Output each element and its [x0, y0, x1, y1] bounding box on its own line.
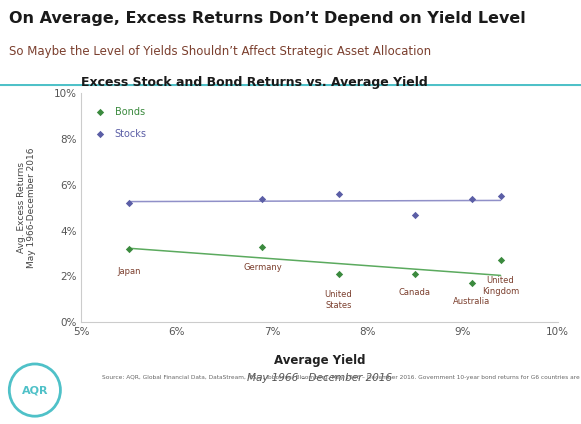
Point [334, 191, 343, 198]
Text: Source: AQR, Global Financial Data, DataStream, MSCI, Ibbotson, Bloomberg. May 1: Source: AQR, Global Financial Data, Data… [102, 375, 581, 380]
Text: Canada: Canada [399, 288, 431, 297]
Point [467, 280, 476, 287]
Text: United
States: United States [325, 290, 353, 310]
Point [467, 195, 476, 202]
Text: On Average, Excess Returns Don’t Depend on Yield Level: On Average, Excess Returns Don’t Depend … [9, 11, 525, 25]
Point [258, 243, 267, 250]
Point [124, 245, 134, 252]
Point [496, 257, 505, 264]
Text: So Maybe the Level of Yields Shouldn’t Affect Strategic Asset Allocation: So Maybe the Level of Yields Shouldn’t A… [9, 45, 431, 58]
Point [258, 195, 267, 202]
Text: Bonds: Bonds [114, 106, 145, 117]
Point [334, 271, 343, 278]
Text: AQR: AQR [21, 385, 48, 395]
Text: Stocks: Stocks [114, 129, 146, 139]
Text: United
Kingdom: United Kingdom [482, 276, 519, 296]
Point [96, 108, 105, 115]
Text: Excess Stock and Bond Returns vs. Average Yield: Excess Stock and Bond Returns vs. Averag… [81, 76, 428, 89]
Text: Japan: Japan [117, 267, 141, 276]
Point [410, 271, 419, 278]
Point [96, 131, 105, 138]
Text: Germany: Germany [243, 263, 282, 272]
Point [124, 200, 134, 206]
Text: May 1966 - December 2016: May 1966 - December 2016 [247, 373, 392, 382]
Point [410, 211, 419, 218]
Point [496, 193, 505, 200]
Text: Avg. Excess Returns
May 1966-December 2016: Avg. Excess Returns May 1966-December 20… [17, 148, 36, 268]
Text: Australia: Australia [453, 297, 490, 306]
Text: Average Yield: Average Yield [274, 354, 365, 367]
